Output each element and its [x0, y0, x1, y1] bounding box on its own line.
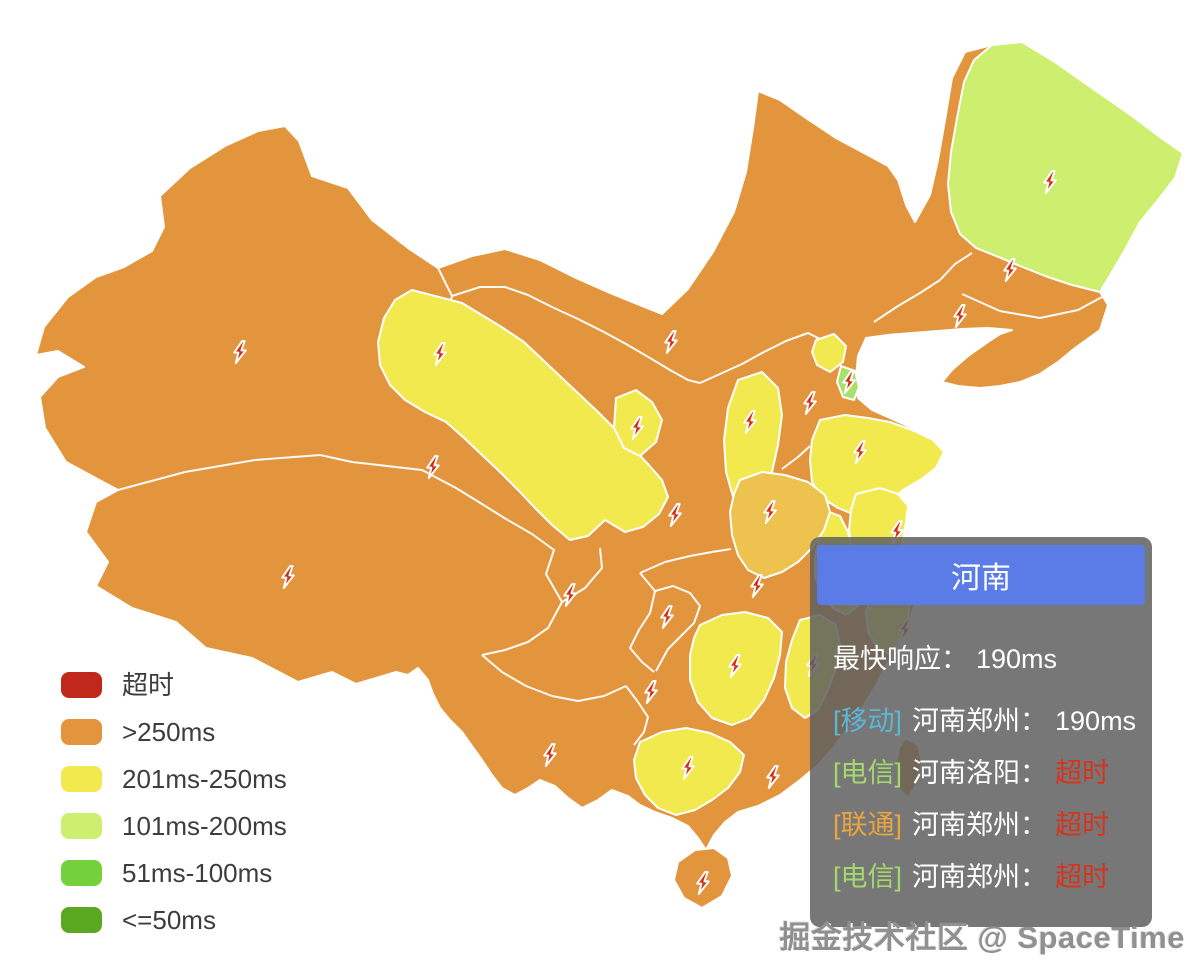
latency-value: 190ms: [1055, 706, 1137, 736]
legend-label: 201ms-250ms: [122, 764, 287, 794]
region-gansu[interactable]: [377, 289, 669, 541]
latency-legend: 超时 >250ms 201ms-250ms 101ms-200ms 51ms-1…: [61, 672, 287, 954]
legend-swatch-gt250: [61, 719, 102, 745]
latency-value: 超时: [1055, 862, 1110, 892]
legend-item-gt250: >250ms: [61, 719, 287, 745]
fastest-response-label: 最快响应：: [833, 644, 968, 674]
legend-label: 51ms-100ms: [122, 858, 273, 888]
node-location: 河南郑州：: [912, 810, 1048, 840]
latency-value: 超时: [1055, 810, 1110, 840]
tooltip-body: 最快响应： 190ms [移动] 河南郑州： 190ms [电信] 河南洛阳： 超时 [联…: [810, 643, 1152, 893]
tooltip-title: 河南: [817, 545, 1145, 605]
isp-tag: [电信]: [833, 862, 903, 892]
node-location: 河南郑州：: [912, 706, 1048, 736]
fastest-response-value: 190ms: [976, 644, 1058, 674]
legend-item-51-100: 51ms-100ms: [61, 860, 287, 886]
isp-result-row: [联通] 河南郑州： 超时: [833, 809, 1142, 841]
latency-value: 超时: [1055, 758, 1110, 788]
region-henan-hovered[interactable]: [729, 471, 831, 579]
legend-label: 超时: [122, 670, 175, 700]
isp-result-row: [电信] 河南郑州： 超时: [833, 861, 1142, 893]
legend-swatch-51-100: [61, 860, 102, 886]
legend-swatch-201-250: [61, 766, 102, 792]
legend-item-201-250: 201ms-250ms: [61, 766, 287, 792]
isp-result-row: [电信] 河南洛阳： 超时: [833, 757, 1142, 789]
isp-result-row: [移动] 河南郑州： 190ms: [833, 705, 1142, 737]
legend-label: <=50ms: [122, 905, 216, 935]
legend-swatch-le50: [61, 907, 102, 933]
node-location: 河南郑州：: [912, 862, 1048, 892]
legend-item-timeout: 超时: [61, 672, 287, 698]
node-location: 河南洛阳：: [912, 758, 1048, 788]
map-tooltip: 河南 最快响应： 190ms [移动] 河南郑州： 190ms [电信] 河南洛阳： 超时…: [810, 537, 1152, 927]
region-beijing[interactable]: [811, 333, 847, 373]
isp-tag: [移动]: [833, 706, 903, 736]
legend-label: 101ms-200ms: [122, 811, 287, 841]
legend-item-101-200: 101ms-200ms: [61, 813, 287, 839]
legend-item-le50: <=50ms: [61, 907, 287, 933]
region-shandong[interactable]: [809, 414, 945, 516]
region-heilongjiang[interactable]: [947, 41, 1184, 293]
watermark: 掘金技术社区 @ SpaceTime: [779, 920, 1185, 955]
province-borders: [65, 252, 1103, 746]
legend-swatch-timeout: [61, 672, 102, 698]
legend-swatch-101-200: [61, 813, 102, 839]
isp-tag: [联通]: [833, 810, 903, 840]
fastest-response-row: 最快响应： 190ms: [833, 643, 1142, 675]
legend-label: >250ms: [122, 717, 216, 747]
isp-tag: [电信]: [833, 758, 903, 788]
